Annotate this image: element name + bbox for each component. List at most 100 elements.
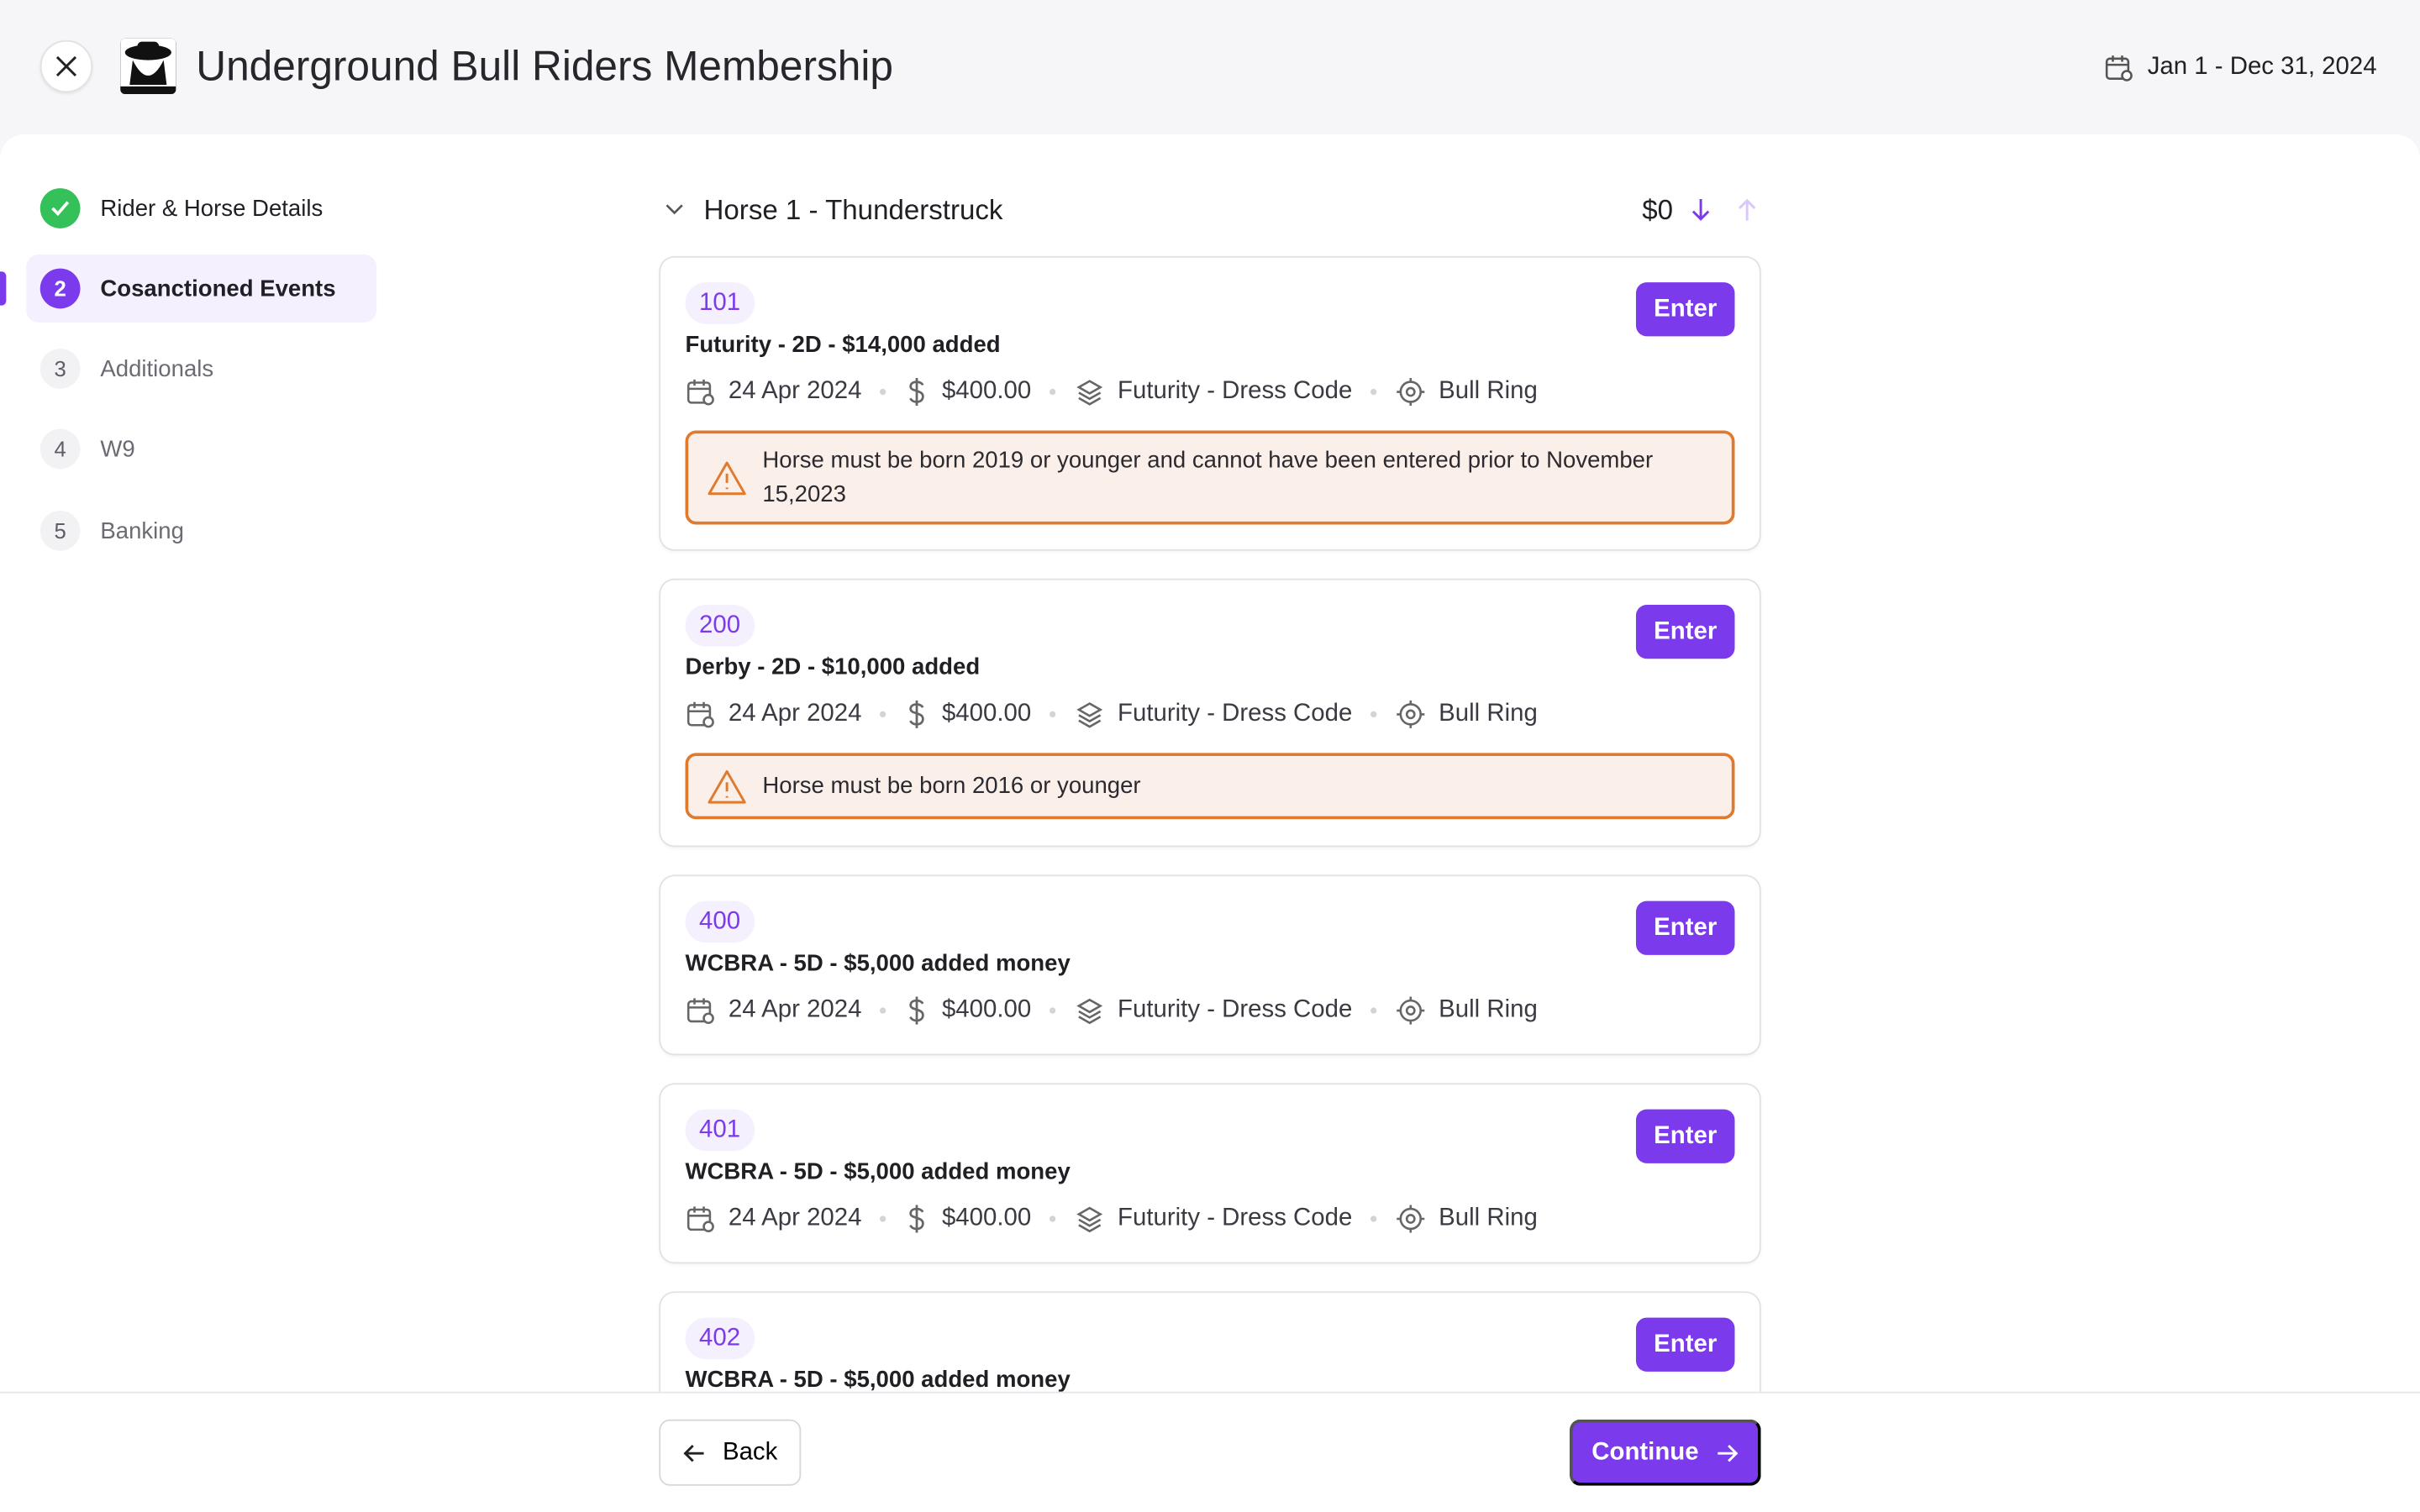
dollar-icon (909, 996, 925, 1025)
event-code-badge: 200 (685, 604, 755, 647)
step-label: Additionals (100, 355, 214, 382)
separator-dot (1050, 1215, 1056, 1222)
event-code-badge: 402 (685, 1317, 755, 1360)
event-category: Futurity - Dress Code (1118, 700, 1353, 727)
horse-section-header[interactable]: Horse 1 - Thunderstruck $0 (664, 192, 1760, 228)
event-code-badge: 101 (685, 282, 755, 324)
horse-name: Horse 1 - Thunderstruck (703, 193, 1003, 225)
separator-dot (1050, 711, 1056, 718)
event-meta: 24 Apr 2024 $400.00 Futurity - Dress Code B… (686, 995, 1538, 1026)
event-meta: 24 Apr 2024 $400.00 Futurity - Dress Code B… (686, 376, 1538, 407)
event-name: Futurity - 2D - $14,000 added (685, 331, 1001, 359)
target-location-icon (1397, 700, 1425, 728)
event-fee: $400.00 (941, 377, 1032, 405)
layers-icon (1076, 998, 1103, 1025)
close-icon (55, 55, 77, 77)
separator-dot (1370, 1215, 1377, 1222)
step-rider-horse-details[interactable]: Rider & Horse Details (26, 175, 376, 243)
separator-dot (880, 388, 886, 396)
step-w9[interactable]: 4 W9 (26, 415, 376, 483)
dollar-icon (909, 1205, 925, 1233)
check-icon (39, 188, 81, 228)
continue-button[interactable]: Continue (1569, 1419, 1761, 1486)
active-step-indicator (0, 271, 7, 306)
layers-icon (1076, 1206, 1103, 1233)
step-additionals[interactable]: 3 Additionals (26, 335, 376, 403)
step-number: 4 (39, 428, 81, 470)
event-name: WCBRA - 5D - $5,000 added money (685, 1158, 1071, 1185)
event-name: WCBRA - 5D - $5,000 added money (685, 1367, 1071, 1394)
event-location: Bull Ring (1439, 996, 1538, 1023)
enter-button[interactable]: Enter (1635, 900, 1735, 955)
step-banking[interactable]: 5 Banking (26, 496, 376, 564)
layers-icon (1076, 702, 1103, 728)
step-cosanctioned-events[interactable]: 2 Cosanctioned Events (26, 255, 377, 323)
event-date: 24 Apr 2024 (728, 377, 862, 405)
layers-icon (1076, 380, 1103, 406)
calendar-icon (687, 1206, 714, 1232)
separator-dot (1370, 1007, 1377, 1014)
event-meta: 24 Apr 2024 $400.00 Futurity - Dress Code B… (686, 1204, 1538, 1235)
event-code-badge: 400 (685, 900, 755, 943)
step-number: 3 (39, 349, 81, 389)
event-name: Derby - 2D - $10,000 added (685, 654, 981, 680)
dollar-icon (909, 700, 925, 728)
step-label: Cosanctioned Events (100, 275, 336, 302)
enter-button[interactable]: Enter (1635, 1109, 1735, 1163)
organization-logo (120, 38, 176, 95)
warning-icon (708, 460, 746, 495)
arrow-down-icon[interactable] (1688, 196, 1712, 223)
separator-dot (1050, 388, 1056, 396)
enter-button[interactable]: Enter (1635, 1317, 1735, 1372)
warning-icon (708, 769, 746, 803)
footer: Back Continue (0, 1391, 2420, 1512)
separator-dot (1370, 711, 1377, 718)
event-card: 401 Enter WCBRA - 5D - $5,000 added mone… (659, 1083, 1761, 1264)
continue-label: Continue (1591, 1438, 1699, 1465)
separator-dot (1370, 388, 1377, 396)
step-label: W9 (100, 435, 135, 463)
date-range-text: Jan 1 - Dec 31, 2024 (2147, 54, 2377, 81)
header: Underground Bull Riders Membership Jan 1… (0, 0, 2420, 136)
date-range: Jan 1 - Dec 31, 2024 (2104, 52, 2377, 83)
event-fee: $400.00 (941, 1205, 1032, 1231)
event-date: 24 Apr 2024 (728, 996, 862, 1023)
event-location: Bull Ring (1439, 1205, 1538, 1231)
enter-button[interactable]: Enter (1635, 282, 1735, 337)
arrow-left-icon (683, 1444, 704, 1462)
separator-dot (880, 1215, 886, 1222)
event-fee: $400.00 (941, 700, 1032, 727)
event-fee: $400.00 (941, 996, 1032, 1023)
target-location-icon (1397, 377, 1425, 407)
calendar-icon (687, 701, 714, 728)
arrow-right-icon (1717, 1444, 1738, 1462)
event-card: 200 Enter Derby - 2D - $10,000 added 24 A… (659, 578, 1761, 848)
step-label: Rider & Horse Details (100, 195, 324, 222)
event-code-badge: 401 (685, 1109, 755, 1152)
calendar-icon (687, 379, 714, 406)
close-button[interactable] (39, 39, 93, 93)
chevron-down-icon[interactable] (664, 199, 686, 221)
event-meta: 24 Apr 2024 $400.00 Futurity - Dress Code B… (686, 699, 1538, 730)
event-date: 24 Apr 2024 (728, 1205, 862, 1231)
enter-button[interactable]: Enter (1635, 604, 1735, 659)
arrow-up-icon[interactable] (1734, 196, 1759, 223)
back-button[interactable]: Back (659, 1419, 802, 1486)
separator-dot (880, 711, 886, 718)
separator-dot (880, 1007, 886, 1014)
event-location: Bull Ring (1439, 377, 1538, 405)
dollar-icon (909, 377, 925, 407)
horse-total: $0 (1642, 193, 1674, 225)
step-number: 5 (39, 510, 81, 551)
warning-text: Horse must be born 2016 or younger (762, 772, 1141, 799)
target-location-icon (1397, 996, 1425, 1025)
event-date: 24 Apr 2024 (728, 700, 862, 727)
target-location-icon (1397, 1205, 1425, 1233)
event-category: Futurity - Dress Code (1118, 377, 1353, 405)
event-location: Bull Ring (1439, 700, 1538, 727)
event-card: 101 Enter Futurity - 2D - $14,000 added 2… (659, 255, 1761, 551)
calendar-icon (687, 998, 714, 1025)
event-name: WCBRA - 5D - $5,000 added money (685, 950, 1071, 977)
event-card: 400 Enter WCBRA - 5D - $5,000 added mone… (659, 874, 1761, 1056)
eligibility-warning: Horse must be born 2016 or younger (685, 753, 1735, 820)
